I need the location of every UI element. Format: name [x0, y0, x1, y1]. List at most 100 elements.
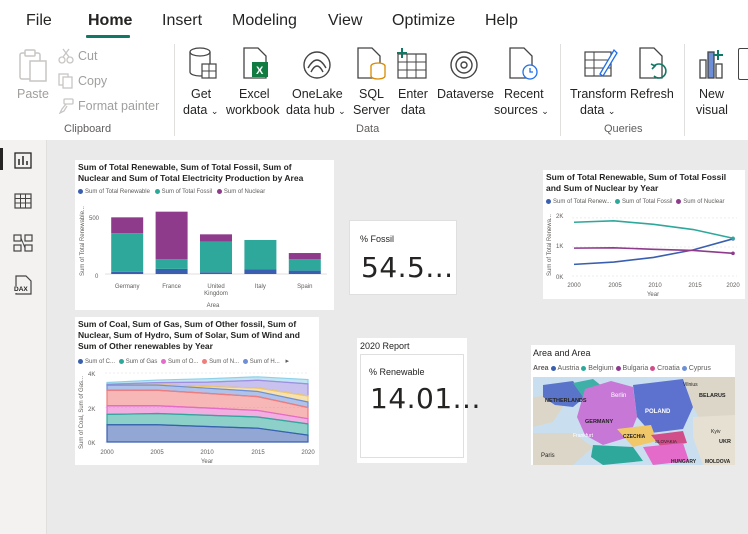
area-x-tick: 2000	[100, 450, 114, 456]
map-legend: Area Austria Belgium Bulgaria Croatia Cy…	[533, 365, 711, 372]
map-visual[interactable]: Area and Area Area Austria Belgium Bulga…	[531, 345, 735, 465]
legend-item[interactable]: Sum of Nuclear	[676, 199, 725, 205]
recent-sources-button[interactable]: Recent sources ⌄	[494, 44, 552, 120]
map-label: GERMANY	[585, 419, 613, 425]
bar-segment	[200, 272, 232, 274]
menu-optimize[interactable]: Optimize	[392, 12, 456, 29]
bar-y-tick: 0	[95, 274, 99, 280]
legend-item[interactable]: Belgium	[581, 365, 614, 372]
sql-label-1: SQL	[359, 87, 385, 101]
copy-button[interactable]: Copy	[58, 72, 158, 90]
menu-insert[interactable]: Insert	[162, 12, 203, 29]
menu-file[interactable]: File	[26, 12, 52, 29]
map-region-france	[533, 433, 593, 465]
kpi-fossil-card[interactable]: % Fossil 54.5...	[349, 220, 457, 295]
map-title: Area and Area	[533, 348, 591, 358]
legend-item[interactable]: Croatia	[650, 365, 680, 372]
menu-modeling[interactable]: Modeling	[232, 12, 297, 29]
onelake-label-2: data hub ⌄	[286, 103, 346, 117]
bar-segment	[244, 240, 277, 270]
bar-x-tick: Germany	[115, 284, 140, 290]
area-y-axis-label: Sum of Coal, Sum of Gas...	[79, 376, 85, 449]
map-region-ukraine	[693, 415, 735, 465]
legend-item[interactable]: Sum of Gas	[118, 358, 157, 365]
area-x-tick: 2015	[251, 450, 265, 456]
get-data-label-2: data ⌄	[183, 103, 219, 117]
line-x-tick: 2005	[608, 283, 622, 289]
dax-label: DAX	[13, 286, 29, 293]
legend-item[interactable]: Sum of Total Renew...	[546, 199, 611, 205]
dataverse-button[interactable]: Dataverse	[436, 44, 494, 120]
chevron-down-icon: ⌄	[338, 106, 346, 116]
model-view-icon[interactable]	[12, 232, 34, 254]
legend-item[interactable]: Sum of Total Renewable	[78, 189, 150, 195]
kpi-renewable-card[interactable]: % Renewable 14.01...	[360, 354, 480, 458]
legend-item[interactable]: Sum of Total Fossil	[154, 189, 212, 195]
legend-item[interactable]: Austria	[550, 365, 579, 372]
transform-data-button[interactable]: Transform data ⌄	[568, 44, 628, 120]
cut-button[interactable]: Cut	[58, 47, 158, 65]
line-x-tick: 2000	[567, 283, 581, 289]
legend-item[interactable]: Sum of Total Fossil	[614, 199, 673, 205]
format-painter-button[interactable]: Format painter	[58, 97, 168, 115]
text-box-icon[interactable]	[738, 48, 748, 80]
refresh-label: Refresh	[630, 87, 674, 101]
chevron-down-icon: ⌄	[541, 106, 549, 116]
line-chart-visual[interactable]: Sum of Total Renewable, Sum of Total Fos…	[543, 170, 745, 299]
bar-segment	[200, 234, 232, 242]
legend-item[interactable]: Cyprus	[681, 365, 711, 372]
area-x-tick: 2020	[301, 450, 315, 456]
recent-label-2: sources ⌄	[494, 103, 549, 117]
legend-item[interactable]: Sum of H...	[242, 358, 280, 365]
line-y-tick: 0K	[556, 275, 563, 281]
bar-segment	[111, 217, 144, 234]
enter-data-label-2: data	[401, 103, 426, 117]
paste-icon	[19, 49, 47, 82]
new-visual-button[interactable]: New visual	[690, 44, 736, 120]
menu-home[interactable]: Home	[88, 12, 133, 29]
paste-label: Paste	[17, 87, 49, 101]
map-region-czechia	[617, 425, 657, 447]
legend-item[interactable]: Bulgaria	[615, 365, 648, 372]
report-view-icon[interactable]	[12, 150, 34, 172]
report-2020-group[interactable]: 2020 Report % Renewable 14.01...	[357, 338, 480, 463]
bar-segment	[155, 268, 188, 274]
enter-data-button[interactable]: Enter data	[394, 44, 432, 120]
line-series	[573, 247, 734, 255]
legend-item[interactable]: Sum of N...	[202, 358, 239, 365]
paste-button[interactable]: Paste	[14, 46, 50, 104]
legend-more-icon[interactable]: ▸	[285, 358, 289, 365]
excel-label-1: Excel	[239, 87, 270, 101]
line-y-axis-label: Sum of Total Renewa...	[547, 214, 553, 276]
map-region-austria	[591, 445, 643, 465]
map-label: Paris	[541, 453, 555, 459]
onelake-data-hub-button[interactable]: OneLake data hub ⌄	[286, 44, 348, 120]
line-series	[573, 220, 734, 240]
bar-chart-plot: Sum of Total Renewable... 500 0 Area Ger…	[80, 206, 327, 309]
stacked-bar-visual[interactable]: Sum of Total Renewable, Sum of Total Fos…	[75, 160, 334, 310]
table-view-icon[interactable]	[12, 190, 34, 212]
dataverse-label: Dataverse	[437, 87, 494, 101]
dax-query-view[interactable]: DAX	[12, 274, 34, 298]
area-x-tick: 2010	[200, 450, 214, 456]
refresh-button[interactable]: Refresh	[628, 44, 674, 120]
map-label: HUNGARY	[671, 459, 697, 465]
excel-workbook-button[interactable]: X Excel workbook	[226, 44, 282, 120]
legend-item[interactable]: Sum of O...	[161, 358, 198, 365]
onelake-icon	[303, 51, 331, 79]
menu-help[interactable]: Help	[485, 12, 518, 29]
line-chart-plot: Sum of Total Renewa... 2K 1K 0K 2000 200…	[547, 214, 740, 298]
legend-item[interactable]: Sum of C...	[78, 358, 115, 365]
menu-view[interactable]: View	[328, 12, 363, 29]
area-series	[106, 424, 309, 443]
sql-server-button[interactable]: SQL Server	[350, 44, 392, 120]
stacked-area-visual[interactable]: Sum of Coal, Sum of Gas, Sum of Other fo…	[75, 317, 319, 465]
line-chart-title: Sum of Total Renewable, Sum of Total Fos…	[546, 172, 727, 193]
line-y-tick: 2K	[556, 214, 563, 220]
get-data-button[interactable]: Get data ⌄	[180, 44, 224, 120]
map-canvas[interactable]: NETHERLANDS Berlin POLAND BELARUS GERMAN…	[533, 377, 735, 465]
legend-item[interactable]: Sum of Nuclear	[216, 189, 265, 195]
map-label: SLOVAKIA	[655, 439, 677, 444]
transform-label-2: data ⌄	[580, 103, 616, 117]
database-icon	[189, 47, 217, 79]
